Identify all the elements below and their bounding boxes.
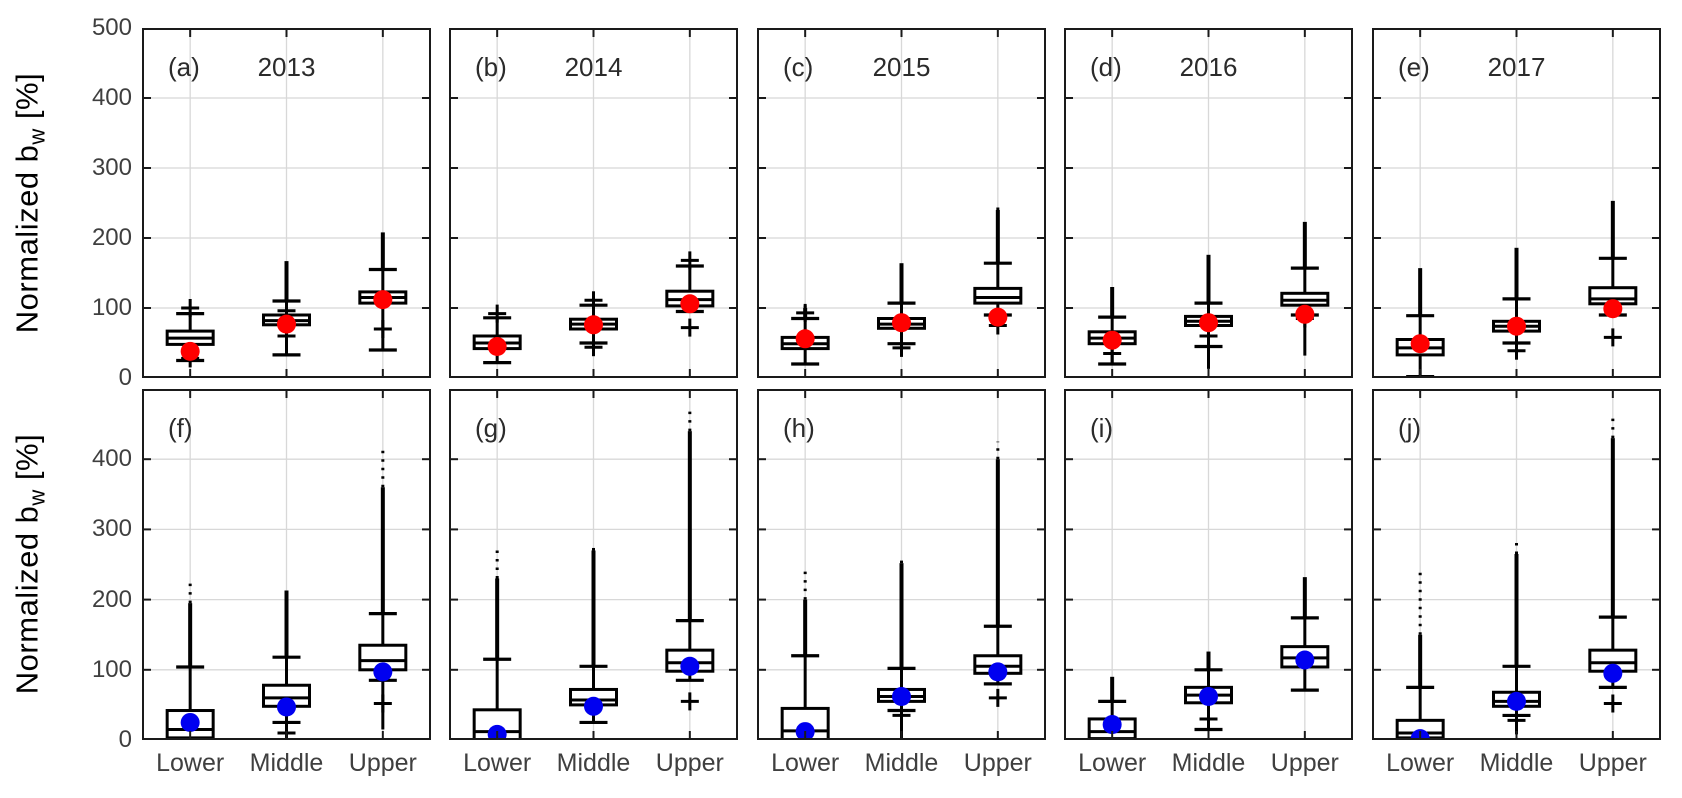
panel-b: (b) 2014 — [449, 28, 738, 378]
y-axis-label-top-row: Normalized bw [%] — [9, 73, 50, 333]
y-axis-label-bottom-row: Normalized bw [%] — [9, 434, 50, 694]
y-tick-label: 400 — [91, 445, 132, 473]
y-tick-label: 0 — [118, 364, 132, 391]
mean-dot-middle — [584, 315, 603, 335]
mean-dot-middle — [1507, 691, 1526, 711]
panel-g: (g) — [449, 389, 738, 740]
panel-year-label: 2014 — [565, 52, 623, 82]
panel-year-label: 2016 — [1180, 52, 1238, 82]
x-tick-label-upper: Upper — [655, 749, 724, 777]
mean-dot-lower — [180, 712, 200, 732]
panel-letter: (a) — [168, 52, 200, 82]
y-axis-label-subscript: w — [24, 128, 50, 145]
y-tick-label: 300 — [91, 154, 132, 181]
mean-dot-middle — [584, 696, 603, 716]
panel-h: (h) — [757, 389, 1046, 740]
panel-border — [449, 28, 738, 378]
panel-border — [1372, 389, 1661, 740]
panel-year-label: 2015 — [873, 52, 931, 82]
mean-dot-upper — [373, 662, 393, 682]
panel-border — [757, 389, 1046, 740]
panel-border — [1064, 389, 1353, 740]
panel-letter: (h) — [783, 413, 815, 443]
y-tick-label: 0 — [118, 726, 132, 753]
mean-dot-middle — [1507, 316, 1526, 336]
mean-dot-lower — [1102, 330, 1122, 350]
panel-border — [757, 28, 1046, 378]
panel-letter: (f) — [168, 413, 193, 443]
y-tick-label: 200 — [91, 224, 132, 251]
panel-border — [142, 389, 431, 740]
x-tick-label-upper: Upper — [963, 749, 1032, 777]
mean-dot-middle — [892, 313, 911, 333]
panel-e: (e) 2017 — [1372, 28, 1661, 378]
x-tick-label-lower: Lower — [771, 749, 840, 777]
y-tick-label: 500 — [91, 14, 132, 41]
x-tick-label-lower: Lower — [1386, 749, 1455, 777]
mean-dot-upper — [680, 294, 700, 314]
y-axis-label-subscript: w — [24, 489, 50, 506]
x-tick-label-lower: Lower — [156, 749, 225, 777]
y-tick-label: 100 — [91, 294, 132, 321]
panel-letter: (g) — [475, 413, 507, 443]
y-axis-label-unit: [%] — [9, 433, 45, 490]
panel-letter: (i) — [1090, 413, 1113, 443]
mean-dot-upper — [1295, 304, 1315, 324]
mean-dot-upper — [1603, 663, 1623, 683]
mean-dot-lower — [795, 329, 815, 349]
panel-letter: (b) — [475, 52, 507, 82]
panel-a: (a) 2013 — [142, 28, 431, 378]
mean-dot-upper — [988, 307, 1008, 327]
x-tick-label-middle: Middle — [1479, 749, 1554, 777]
y-tick-label: 300 — [91, 515, 132, 543]
panel-letter: (d) — [1090, 52, 1122, 82]
panel-border — [449, 389, 738, 740]
y-tick-label: 200 — [91, 585, 132, 613]
panel-year-label: 2017 — [1488, 52, 1546, 82]
x-tick-label-lower: Lower — [463, 749, 532, 777]
panel-i: (i) — [1064, 389, 1353, 740]
panel-j: (j) — [1372, 389, 1661, 740]
x-tick-label-upper: Upper — [1270, 749, 1339, 777]
mean-dot-upper — [1295, 650, 1315, 670]
mean-dot-lower — [180, 341, 200, 361]
mean-dot-lower — [1410, 334, 1430, 354]
box-upper — [973, 286, 1023, 305]
panel-letter: (c) — [783, 52, 813, 82]
mean-dot-middle — [1199, 313, 1218, 333]
x-tick-label-upper: Upper — [1578, 749, 1647, 777]
panel-c: (c) 2015 — [757, 28, 1046, 378]
panel-letter: (e) — [1398, 52, 1430, 82]
mean-dot-middle — [1199, 686, 1218, 706]
y-axis-label-text: Normalized b — [9, 505, 45, 695]
x-tick-label-upper: Upper — [348, 749, 417, 777]
x-tick-label-lower: Lower — [1078, 749, 1147, 777]
panel-border — [142, 28, 431, 378]
x-tick-label-middle: Middle — [249, 749, 324, 777]
mean-dot-upper — [680, 656, 700, 676]
panel-letter: (j) — [1398, 413, 1421, 443]
panel-f: (f) — [142, 389, 431, 740]
y-axis-label-text: Normalized b — [9, 144, 45, 334]
y-axis-label-unit: [%] — [9, 72, 45, 129]
y-tick-label: 400 — [91, 84, 132, 111]
mean-dot-upper — [373, 290, 393, 310]
panel-border — [1372, 28, 1661, 378]
mean-dot-upper — [988, 662, 1008, 682]
panel-year-label: 2013 — [258, 52, 316, 82]
x-tick-label-middle: Middle — [864, 749, 939, 777]
mean-dot-middle — [277, 314, 296, 334]
mean-dot-lower — [1102, 715, 1122, 735]
x-tick-label-middle: Middle — [1171, 749, 1246, 777]
mean-dot-lower — [487, 337, 507, 356]
panel-border — [1064, 28, 1353, 378]
mean-dot-upper — [1603, 299, 1623, 319]
mean-dot-middle — [277, 697, 296, 717]
mean-dot-middle — [892, 686, 911, 706]
panel-d: (d) 2016 — [1064, 28, 1353, 378]
y-tick-label: 100 — [91, 655, 132, 683]
x-tick-label-middle: Middle — [556, 749, 631, 777]
